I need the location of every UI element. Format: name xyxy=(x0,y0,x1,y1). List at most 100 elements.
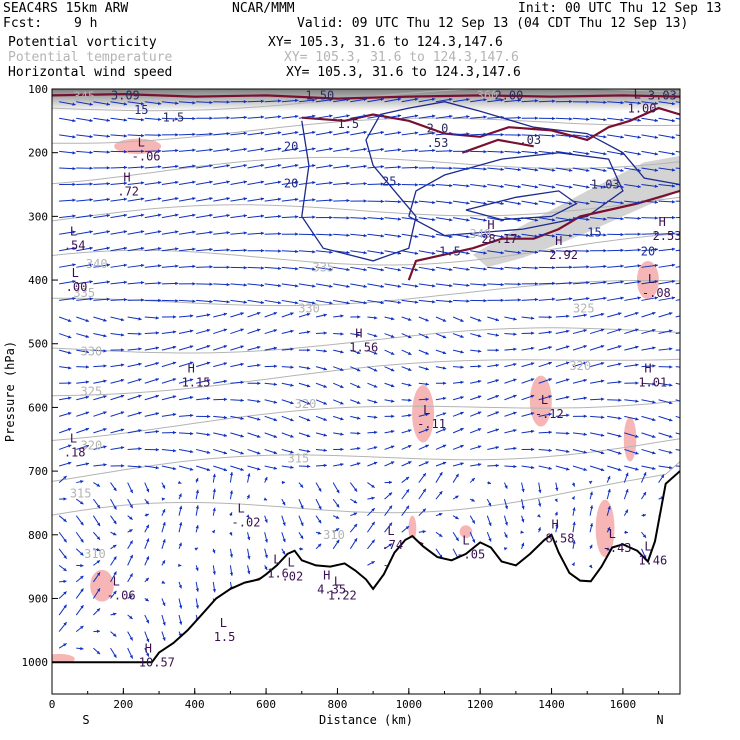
wind-vector-head xyxy=(63,475,67,480)
wind-vector-head xyxy=(373,368,378,372)
extremum-marker: L xyxy=(541,393,548,407)
wind-vector-head xyxy=(390,461,395,465)
wind-vector-head xyxy=(192,101,196,105)
theta-label: 320 xyxy=(569,359,591,373)
wind-vector-head xyxy=(80,625,84,630)
wind-vector-head xyxy=(229,490,234,494)
wind-vector-head xyxy=(390,316,395,321)
wind-vector-head xyxy=(146,556,150,560)
pv-negative-area xyxy=(529,375,552,427)
wind-vector-head xyxy=(312,98,316,102)
pv-value-label: 2.0 xyxy=(427,121,449,135)
wind-vector-head xyxy=(637,264,641,268)
wind-vector-head xyxy=(586,151,590,156)
wind-vector-head xyxy=(483,218,487,222)
wind-vector-head xyxy=(106,134,110,138)
extremum-value: -.12 xyxy=(535,407,564,421)
wind-vector-head xyxy=(195,567,199,571)
wind-vector-head xyxy=(442,335,447,339)
wind-vector-head xyxy=(226,213,230,218)
wind-vector-head xyxy=(140,165,145,169)
wind-vector-head xyxy=(552,99,556,103)
terrain-fill xyxy=(52,471,680,694)
wind-vector-head xyxy=(637,135,641,139)
wind-vector-head xyxy=(449,131,453,136)
wind-vector-head xyxy=(162,485,166,489)
wind-vector-head xyxy=(103,349,107,353)
wind-vector-head xyxy=(79,501,84,505)
wind-vector-head xyxy=(689,168,692,171)
wind-vector-head xyxy=(589,523,594,527)
pv-negative-area xyxy=(408,515,417,542)
wind-vector-head xyxy=(356,416,361,420)
wind-vector-head xyxy=(140,230,145,234)
wind-speed-contour xyxy=(301,101,680,262)
wind-vector-head xyxy=(405,476,410,481)
wind-vector xyxy=(675,415,680,419)
wind-vector-head xyxy=(483,98,487,102)
wind-vector-head xyxy=(68,366,72,370)
wind-vector-head xyxy=(63,579,67,584)
wind-vector-head xyxy=(588,481,593,485)
wind-vector-head xyxy=(229,554,234,558)
wind-vector-head xyxy=(317,543,322,548)
wind-vector-head xyxy=(85,411,90,415)
wind-vector-head xyxy=(363,251,367,255)
x-tick-label: 1000 xyxy=(396,698,423,711)
wind-vector-head xyxy=(112,612,117,616)
wind-vector-head xyxy=(513,429,517,433)
wind-vector-head xyxy=(257,417,261,421)
wind-vector-head xyxy=(689,280,692,283)
wind-vector xyxy=(675,282,680,285)
wind-vector xyxy=(675,249,680,252)
wind-vector-head xyxy=(158,133,162,137)
south-label: S xyxy=(82,713,89,727)
wind-vector-head xyxy=(178,563,182,567)
theta-contour xyxy=(52,327,680,354)
wind-vector-head xyxy=(600,344,605,349)
wind-vector-head xyxy=(460,428,464,432)
wind-vector-head xyxy=(620,101,624,105)
theta-label: 330 xyxy=(81,344,103,358)
wind-vector-head xyxy=(192,299,196,303)
wind-vector-head xyxy=(103,334,107,338)
wind-vector xyxy=(675,448,680,451)
wind-vector xyxy=(675,217,680,219)
wind-vector-head xyxy=(175,213,179,217)
wind-vector-head xyxy=(669,465,673,470)
wind-vector-head xyxy=(669,383,673,387)
wind-vectors xyxy=(58,97,692,659)
wind-vector-head xyxy=(123,102,128,106)
wind-vector-head xyxy=(569,134,573,138)
wind-vector-head xyxy=(323,433,327,437)
wind-vector-head xyxy=(530,362,535,366)
wind-vector-head xyxy=(586,134,590,139)
wind-vector-head xyxy=(277,197,282,201)
wind-vector-head xyxy=(172,395,177,399)
wind-vector-head xyxy=(294,130,299,135)
wind-vector-head xyxy=(517,298,521,302)
wind-vector-head xyxy=(89,166,93,170)
wind-vector-head xyxy=(206,344,211,349)
wind-vector-head xyxy=(466,283,470,287)
wind-vector-head xyxy=(72,118,76,123)
wind-vector-head xyxy=(264,554,268,559)
wind-vector-head xyxy=(89,102,93,106)
theta-contour xyxy=(52,233,680,266)
wind-vector-head xyxy=(206,361,211,365)
wind-vector-head xyxy=(85,350,90,354)
wind-vector-head xyxy=(278,249,282,253)
wind-vector-head xyxy=(654,168,658,172)
wind-vector-head xyxy=(460,444,464,449)
wind-vector-head xyxy=(548,361,552,365)
theta-contour xyxy=(52,117,680,144)
wind-vector-head xyxy=(637,232,641,236)
wind-vector-head xyxy=(603,152,607,156)
wind-vector xyxy=(675,465,680,467)
pv-contour xyxy=(301,106,680,142)
wind-vector-head xyxy=(483,184,487,188)
wind-vector-head xyxy=(391,414,395,418)
wind-vector-head xyxy=(103,395,107,399)
wind-vector-head xyxy=(425,382,429,386)
wind-vector-head xyxy=(500,201,504,206)
